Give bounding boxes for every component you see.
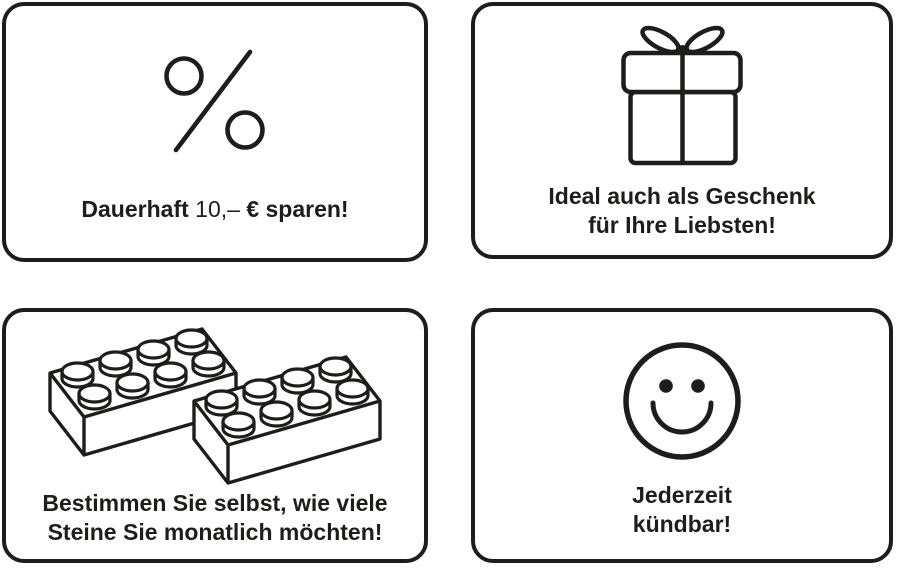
caption-line: für Ihre Liebsten! <box>588 212 776 238</box>
caption-part-amount: 10,– <box>195 196 240 222</box>
benefit-caption-bricks: Bestimmen Sie selbst, wie viele Steine S… <box>6 489 424 547</box>
caption-line: kündbar! <box>632 511 732 537</box>
benefit-caption-gift: Ideal auch als Geschenk für Ihre Liebste… <box>475 182 889 240</box>
benefit-caption-cancel: Jederzeit kündbar! <box>475 481 889 539</box>
icon-area <box>475 312 889 481</box>
caption-line: Ideal auch als Geschenk <box>548 183 816 209</box>
smiley-icon <box>623 342 741 460</box>
caption-part-bold: € sparen! <box>246 196 349 222</box>
caption-line: Steine Sie monatlich möchten! <box>47 519 383 545</box>
gift-icon <box>621 25 743 166</box>
caption-part-bold: Dauerhaft <box>81 196 189 222</box>
benefit-card-discount: Dauerhaft 10,– € sparen! <box>2 2 428 262</box>
caption-line: Jederzeit <box>632 482 732 508</box>
benefit-card-cancel: Jederzeit kündbar! <box>471 308 893 563</box>
percent-icon <box>164 49 265 152</box>
icon-area <box>6 312 424 489</box>
benefit-card-gift: Ideal auch als Geschenk für Ihre Liebste… <box>471 2 893 259</box>
benefit-card-bricks: Bestimmen Sie selbst, wie viele Steine S… <box>2 308 428 563</box>
icon-area <box>6 6 424 195</box>
icon-area <box>475 6 889 182</box>
benefit-caption-discount: Dauerhaft 10,– € sparen! <box>6 195 424 224</box>
lego-bricks-icon <box>44 315 386 487</box>
caption-line: Bestimmen Sie selbst, wie viele <box>42 490 388 516</box>
